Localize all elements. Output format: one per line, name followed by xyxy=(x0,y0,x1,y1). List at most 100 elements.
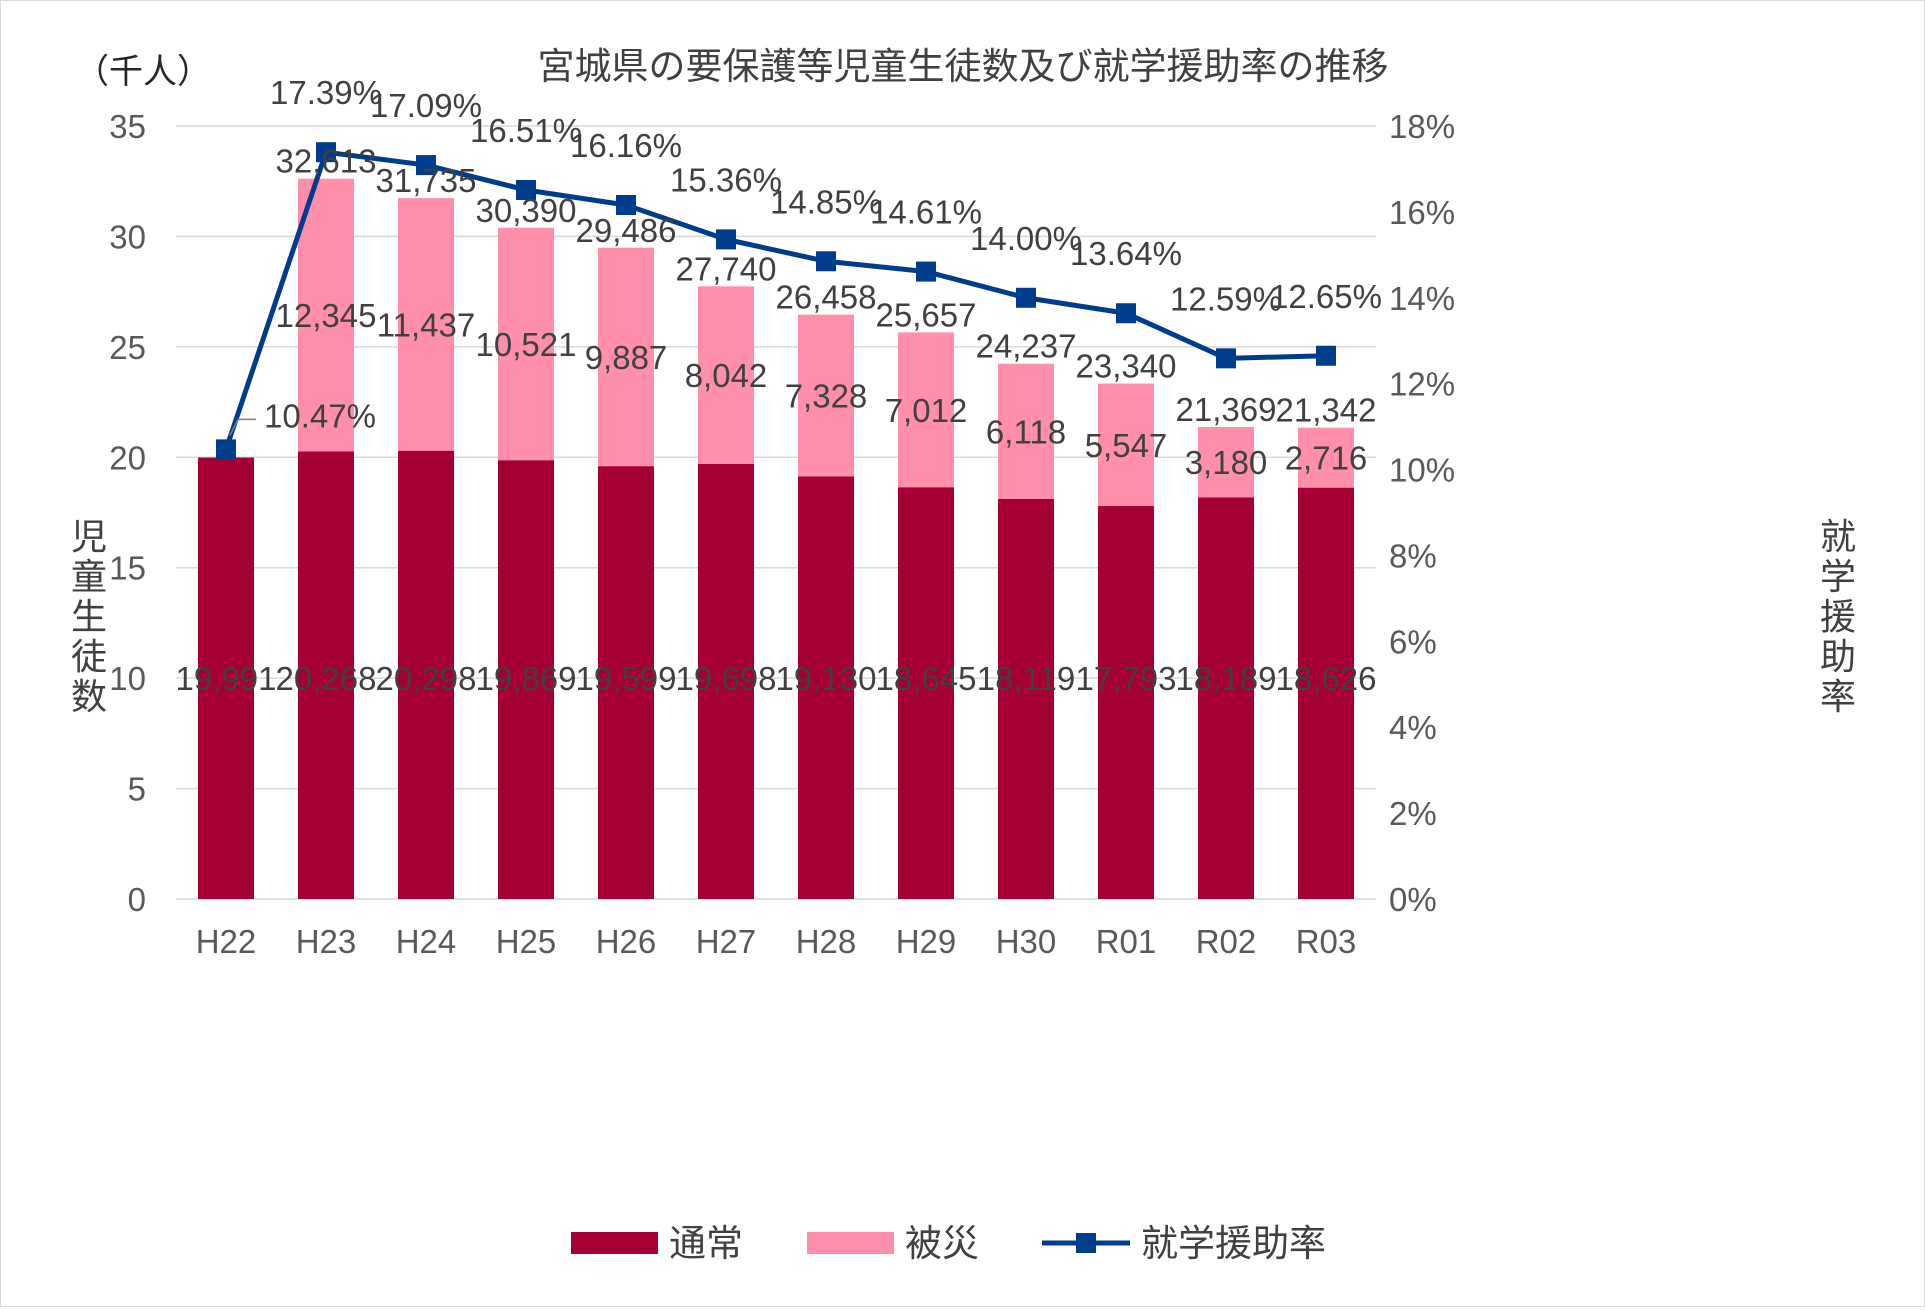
rate-marker xyxy=(316,142,336,163)
bar-normal xyxy=(498,460,554,899)
rate-marker xyxy=(616,195,636,216)
axis-title-char: 援 xyxy=(1820,596,1856,637)
x-tick-label: R02 xyxy=(1196,923,1257,960)
y2-tick-label: 14% xyxy=(1389,280,1455,317)
y2-tick-label: 12% xyxy=(1389,366,1455,403)
y2-tick-label: 18% xyxy=(1389,108,1455,145)
rate-marker xyxy=(816,251,836,272)
legend-label-rate: 就学援助率 xyxy=(1141,1223,1326,1264)
chart-title: 宮城県の要保護等児童生徒数及び就学援助率の推移 xyxy=(538,46,1389,87)
series-rate xyxy=(216,142,1336,460)
rate-marker xyxy=(216,439,236,460)
data-label-total: 26,458 xyxy=(776,279,877,316)
bar-disaster xyxy=(498,227,554,461)
x-tick-label: H23 xyxy=(296,923,357,960)
x-tick-label: R03 xyxy=(1296,923,1357,960)
x-axis: H22 H23 H24 H25 H26 H27 H28 H29 H30 R01 R02 R03 xyxy=(196,923,1357,960)
axis-title-char: 児 xyxy=(71,516,107,557)
data-label-rate: 10.47% xyxy=(264,397,376,434)
y-tick-label: 25 xyxy=(109,329,146,366)
y-tick-label: 10 xyxy=(109,660,146,697)
bar-normal xyxy=(598,466,654,899)
legend-swatch-disaster xyxy=(807,1232,894,1254)
data-label-total: 25,657 xyxy=(876,296,977,333)
rate-marker xyxy=(1016,287,1036,308)
bar-disaster xyxy=(798,314,854,477)
y-axis-title-left-text: 児童生徒数 xyxy=(71,516,107,717)
data-label-rate: 14.00% xyxy=(970,220,1082,257)
x-tick-label: H25 xyxy=(496,923,557,960)
y-axis-right: 0% 2% 4% 6% 8% 10% 12% 14% 16% 18% xyxy=(1389,108,1455,918)
data-label-total: 21,369 xyxy=(1176,391,1277,428)
bar-normal xyxy=(298,451,354,899)
data-label-normal: 19,869 xyxy=(476,660,577,697)
data-label-normal: 19,599 xyxy=(576,660,677,697)
y-axis-left: 0 5 10 15 20 25 30 35 xyxy=(109,108,146,918)
legend-label-disaster: 被災 xyxy=(905,1223,979,1264)
data-label-total: 31,735 xyxy=(376,162,477,199)
bar-disaster xyxy=(1098,383,1154,507)
x-tick-label: R01 xyxy=(1096,923,1157,960)
legend-label-normal: 通常 xyxy=(669,1223,743,1264)
bar-normal xyxy=(198,457,254,899)
bar-disaster xyxy=(1298,427,1354,488)
y2-tick-label: 0% xyxy=(1389,881,1437,918)
series-normal xyxy=(198,450,1354,899)
data-label-normal: 19,698 xyxy=(676,660,777,697)
x-tick-label: H26 xyxy=(596,923,657,960)
data-label-rate: 16.16% xyxy=(570,127,682,164)
bar-disaster xyxy=(698,286,754,464)
y2-tick-label: 6% xyxy=(1389,623,1437,660)
data-label-normal: 18,119 xyxy=(977,660,1075,697)
bar-normal xyxy=(398,450,454,899)
leader-line xyxy=(229,418,256,436)
data-label-disaster: 7,328 xyxy=(785,378,868,415)
axis-title-char: 率 xyxy=(1820,676,1856,717)
axis-title-char: 童 xyxy=(71,556,107,597)
axis-title-char: 数 xyxy=(71,676,107,717)
data-label-normal: 20,298 xyxy=(376,660,477,697)
y2-tick-label: 10% xyxy=(1389,452,1455,489)
axis-title-char: 学 xyxy=(1820,556,1856,597)
data-label-total: 27,740 xyxy=(676,250,777,287)
axis-title-char: 就 xyxy=(1820,516,1856,557)
data-label-normal: 19,991 xyxy=(176,660,277,697)
bar-disaster xyxy=(598,247,654,467)
data-label-disaster: 2,716 xyxy=(1285,440,1368,477)
data-labels: 19,991 20,268 12,345 32,613 20,298 11,437 31,7… xyxy=(176,74,1382,697)
y-axis-unit: （千人） xyxy=(75,53,211,91)
bar-disaster xyxy=(998,363,1054,499)
x-tick-label: H30 xyxy=(996,923,1057,960)
y-tick-label: 35 xyxy=(109,108,146,145)
data-label-rate: 15.36% xyxy=(670,161,782,198)
data-label-total: 21,342 xyxy=(1276,392,1377,429)
data-label-normal: 18,645 xyxy=(876,660,977,697)
y2-tick-label: 2% xyxy=(1389,795,1437,832)
legend-marker-rate xyxy=(1076,1233,1096,1253)
y-tick-label: 30 xyxy=(109,218,146,255)
rate-marker xyxy=(1116,303,1136,324)
data-label-rate: 14.61% xyxy=(870,194,982,231)
data-label-disaster: 7,012 xyxy=(885,392,968,429)
bar-disaster xyxy=(898,332,954,488)
rate-marker xyxy=(916,261,936,282)
data-label-total: 32,613 xyxy=(276,143,377,180)
bar-normal xyxy=(698,463,754,899)
data-label-rate: 16.51% xyxy=(470,112,582,149)
data-label-rate: 13.64% xyxy=(1070,235,1182,272)
y2-tick-label: 4% xyxy=(1389,709,1437,746)
data-label-total: 29,486 xyxy=(576,212,677,249)
data-label-normal: 18,189 xyxy=(1176,660,1277,697)
x-tick-label: H24 xyxy=(396,923,457,960)
series-disaster xyxy=(298,178,1354,507)
legend: 通常 被災 就学援助率 xyxy=(571,1223,1326,1264)
data-label-rate: 12.65% xyxy=(1270,278,1382,315)
axis-title-char: 徒 xyxy=(71,636,107,677)
data-label-total: 30,390 xyxy=(476,192,577,229)
axis-title-char: 助 xyxy=(1820,636,1856,677)
bar-normal xyxy=(1298,487,1354,899)
axis-title-char: 生 xyxy=(71,596,107,637)
rate-marker xyxy=(1316,345,1336,366)
data-label-total: 23,340 xyxy=(1076,348,1177,385)
